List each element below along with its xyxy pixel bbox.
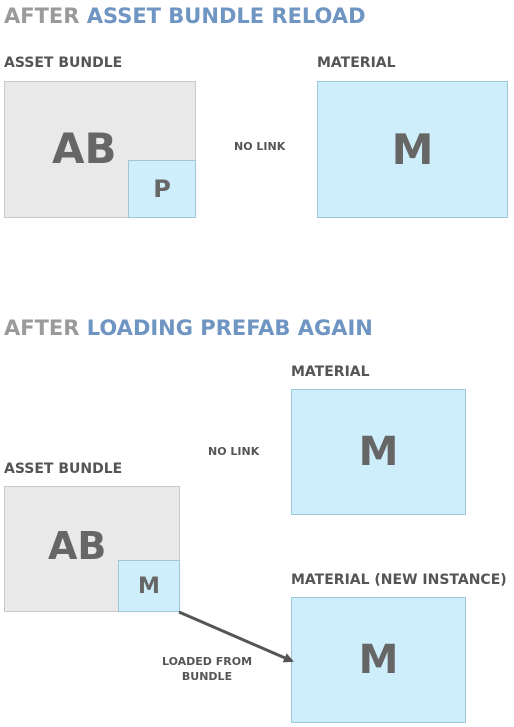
section2-embedded-material-text: M xyxy=(138,573,160,599)
section2-material-text: M xyxy=(358,429,399,475)
section2-ab-text: AB xyxy=(48,524,107,568)
section1-ab-text: AB xyxy=(52,124,117,173)
section2-new-material-label: MATERIAL (NEW INSTANCE) xyxy=(291,572,507,588)
section2-heading: AFTER LOADING PREFAB AGAIN xyxy=(4,318,373,339)
section1-material-label: MATERIAL xyxy=(317,55,396,71)
section1-prefab-box: P xyxy=(128,160,196,218)
section1-no-link-label: NO LINK xyxy=(234,140,286,153)
section1-heading-prefix: AFTER xyxy=(4,4,80,28)
section1-asset-bundle-label: ASSET BUNDLE xyxy=(4,55,123,71)
section2-new-material-text: M xyxy=(358,637,399,683)
section1-heading: AFTER ASSET BUNDLE RELOAD xyxy=(4,6,366,27)
section2-asset-bundle-label: ASSET BUNDLE xyxy=(4,461,123,477)
section1-material-box: M xyxy=(317,81,508,218)
section1-prefab-text: P xyxy=(153,175,171,203)
section2-no-link-label: NO LINK xyxy=(208,445,260,458)
section2-material-label: MATERIAL xyxy=(291,364,370,380)
section1-material-text: M xyxy=(391,125,434,174)
section1-asset-bundle-box: AB xyxy=(4,81,196,218)
section2-heading-highlight: LOADING PREFAB AGAIN xyxy=(86,316,373,340)
section1-heading-highlight: ASSET BUNDLE RELOAD xyxy=(86,4,366,28)
section2-heading-prefix: AFTER xyxy=(4,316,80,340)
section2-embedded-material-box: M xyxy=(118,560,180,612)
section2-new-material-box: M xyxy=(291,597,466,723)
section2-material-box: M xyxy=(291,389,466,515)
arrow-label-line1: LOADED FROM xyxy=(161,655,253,668)
arrow-label-line2: BUNDLE xyxy=(181,670,233,683)
arrow-label: LOADED FROM BUNDLE xyxy=(152,654,262,684)
